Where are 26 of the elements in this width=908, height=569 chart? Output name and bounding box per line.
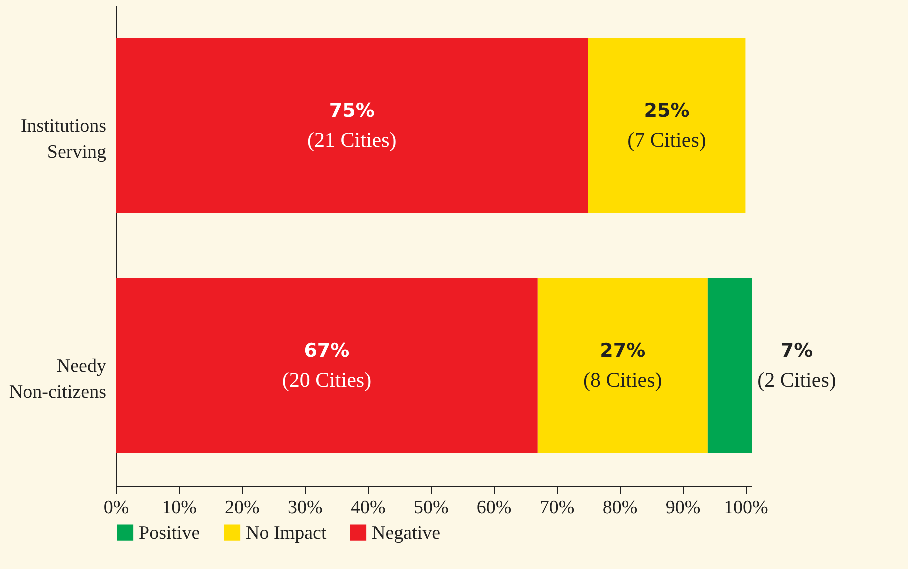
text: 67% (20 Cities) (282, 340, 372, 392)
text: 75% (21 Cities) (308, 100, 397, 152)
bar (116, 38, 588, 214)
bar (116, 278, 538, 454)
x-tick-label: 70% (540, 498, 575, 518)
x-tick-label: 60% (476, 498, 512, 518)
bar (588, 38, 746, 214)
x-tick-label: 20% (225, 498, 260, 518)
bar (708, 278, 752, 454)
x-tick-label: 30% (288, 498, 323, 518)
legend-label: Positive (139, 522, 200, 544)
text: 27% (8 Cities) (584, 340, 662, 392)
legend-label: Negative (372, 522, 441, 544)
x-tick-label: 80% (602, 498, 638, 518)
data-label: 7% (2 Cities) (758, 340, 836, 392)
x-tick-label: 50% (414, 498, 449, 518)
x-tick-label: 40% (350, 498, 386, 518)
y-tick-label: Needy Non-citizens (9, 356, 107, 403)
text: 25% (7 Cities) (628, 100, 706, 152)
y-tick-label: Institutions Serving (20, 116, 107, 163)
bar (538, 278, 708, 454)
x-tick-label: 100% (724, 498, 769, 518)
x-tick-label: 0% (104, 498, 130, 518)
legend-label: No Impact (246, 522, 328, 544)
x-tick-label: 90% (666, 498, 701, 518)
x-tick-label: 10% (162, 498, 198, 518)
